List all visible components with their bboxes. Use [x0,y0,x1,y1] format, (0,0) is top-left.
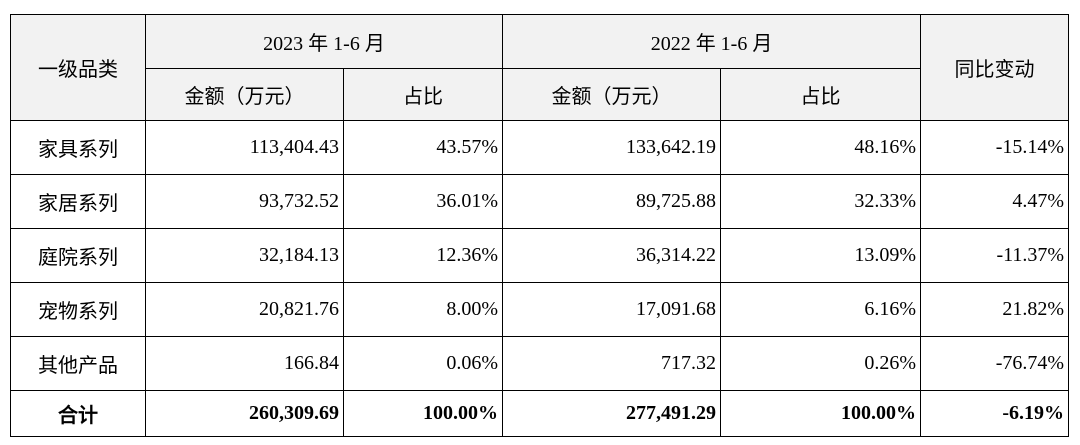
cell: 113,404.43 [145,120,344,175]
cell: 32,184.13 [145,228,344,283]
cell: 4.47% [920,174,1070,229]
data-row: 宠物系列 20,821.76 8.00% 17,091.68 6.16% 21.82% [10,282,1070,337]
cell: -6.19% [920,390,1070,437]
row-label: 家具系列 [10,120,146,175]
cell: 32.33% [720,174,922,229]
table-body: 家具系列 113,404.43 43.57% 133,642.19 48.16% -15.… [10,120,1070,437]
cell: 48.16% [720,120,922,175]
cell: -76.74% [920,336,1070,391]
cell: -15.14% [920,120,1070,175]
data-row: 其他产品 166.84 0.06% 717.32 0.26% -76.74% [10,336,1070,391]
row-label: 宠物系列 [10,282,146,337]
row-label: 其他产品 [10,336,146,391]
cell: 13.09% [720,228,922,283]
cell: 0.26% [720,336,922,391]
cell: 100.00% [720,390,922,437]
row-label: 庭院系列 [10,228,146,283]
cell: 89,725.88 [502,174,722,229]
cell: 277,491.29 [502,390,722,437]
data-row: 家居系列 93,732.52 36.01% 89,725.88 32.33% 4.47% [10,174,1070,229]
data-row: 庭院系列 32,184.13 12.36% 36,314.22 13.09% -11.37… [10,228,1070,283]
cell: 717.32 [502,336,722,391]
header-cell: 同比变动 [920,14,1070,121]
header-cell: 一级品类 [10,14,146,121]
cell: 6.16% [720,282,922,337]
cell: 166.84 [145,336,344,391]
cell: 260,309.69 [145,390,344,437]
header-cell: 金额（万元） [502,68,722,121]
total-row: 合计 260,309.69 100.00% 277,491.29 100.00% -6.1… [10,390,1070,437]
cell: -11.37% [920,228,1070,283]
header-row: 一级品类 2023 年 1-6 月 2022 年 1-6 月 同比变动 [10,14,1070,121]
table-header: 一级品类 2023 年 1-6 月 2022 年 1-6 月 同比变动 金额（万… [10,14,1070,121]
header-cell: 占比 [342,68,504,121]
cell: 8.00% [342,282,504,337]
cell: 100.00% [342,390,504,437]
cell: 20,821.76 [145,282,344,337]
header-cell: 金额（万元） [145,68,344,121]
cell: 93,732.52 [145,174,344,229]
cell: 36,314.22 [502,228,722,283]
row-label: 合计 [10,390,146,437]
cell: 0.06% [342,336,504,391]
row-label: 家居系列 [10,174,146,229]
header-cell: 2023 年 1-6 月 [144,14,504,69]
header-row: 金额（万元） 占比 金额（万元） 占比 [11,68,1069,121]
header-cell: 2022 年 1-6 月 [502,14,922,69]
cell: 12.36% [342,228,504,283]
cell: 17,091.68 [502,282,722,337]
data-row: 家具系列 113,404.43 43.57% 133,642.19 48.16% -15.… [10,120,1070,175]
header-cell: 占比 [720,68,922,121]
cell: 36.01% [342,174,504,229]
cell: 43.57% [342,120,504,175]
revenue-table: 一级品类 2023 年 1-6 月 2022 年 1-6 月 同比变动 金额（万… [10,14,1070,437]
cell: 133,642.19 [502,120,722,175]
cell: 21.82% [920,282,1070,337]
